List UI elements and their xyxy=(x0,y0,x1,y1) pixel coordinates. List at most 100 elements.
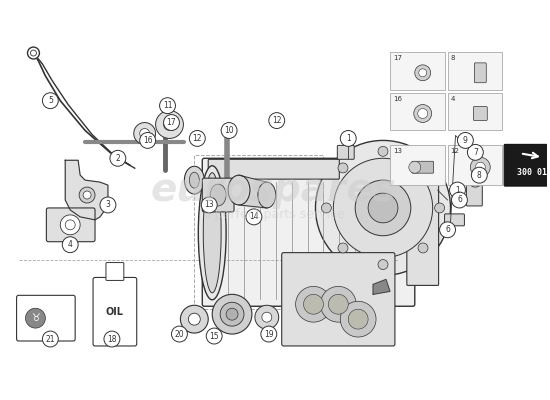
FancyBboxPatch shape xyxy=(282,253,395,346)
FancyBboxPatch shape xyxy=(202,178,234,212)
FancyBboxPatch shape xyxy=(444,214,464,226)
Text: 16: 16 xyxy=(143,136,152,145)
Bar xyxy=(448,52,502,90)
Circle shape xyxy=(156,111,183,138)
Bar xyxy=(390,145,444,185)
Text: 18: 18 xyxy=(107,334,117,344)
Circle shape xyxy=(439,222,455,238)
Circle shape xyxy=(172,326,188,342)
Text: 4: 4 xyxy=(68,240,73,249)
Circle shape xyxy=(60,215,80,235)
Ellipse shape xyxy=(228,175,250,205)
Circle shape xyxy=(470,157,490,177)
Circle shape xyxy=(458,132,474,148)
FancyBboxPatch shape xyxy=(412,161,433,173)
Circle shape xyxy=(471,167,487,183)
Text: 16: 16 xyxy=(393,96,402,102)
Circle shape xyxy=(134,122,156,144)
Circle shape xyxy=(30,50,36,56)
Circle shape xyxy=(321,286,356,322)
Circle shape xyxy=(188,313,200,325)
Circle shape xyxy=(180,305,208,333)
Circle shape xyxy=(42,331,58,347)
Circle shape xyxy=(469,173,482,187)
Circle shape xyxy=(338,243,348,253)
Circle shape xyxy=(140,128,150,138)
Circle shape xyxy=(449,182,465,198)
FancyBboxPatch shape xyxy=(407,179,438,285)
Text: 17: 17 xyxy=(393,55,402,61)
Text: 1: 1 xyxy=(455,186,460,194)
Circle shape xyxy=(295,286,331,322)
FancyBboxPatch shape xyxy=(46,208,95,242)
Circle shape xyxy=(212,294,252,334)
Circle shape xyxy=(316,140,450,276)
Text: 7: 7 xyxy=(473,148,478,157)
Bar xyxy=(448,145,502,185)
FancyBboxPatch shape xyxy=(504,144,550,186)
Ellipse shape xyxy=(204,173,221,293)
Text: 4: 4 xyxy=(450,96,455,102)
Circle shape xyxy=(28,47,40,59)
Text: 8: 8 xyxy=(450,55,455,61)
Text: 19: 19 xyxy=(264,330,273,338)
Ellipse shape xyxy=(189,172,199,188)
Circle shape xyxy=(79,187,95,203)
Circle shape xyxy=(328,294,348,314)
Circle shape xyxy=(62,237,78,253)
Circle shape xyxy=(338,163,348,173)
Circle shape xyxy=(378,146,388,156)
Text: OIL: OIL xyxy=(106,307,124,317)
Circle shape xyxy=(414,104,432,122)
Circle shape xyxy=(65,220,75,230)
Ellipse shape xyxy=(184,166,204,194)
Circle shape xyxy=(475,162,485,172)
Ellipse shape xyxy=(258,182,276,208)
Text: 9: 9 xyxy=(463,136,468,145)
Circle shape xyxy=(418,163,428,173)
Circle shape xyxy=(255,305,279,329)
Circle shape xyxy=(262,312,272,322)
Text: 13: 13 xyxy=(393,148,402,154)
Text: eurospares: eurospares xyxy=(151,171,397,209)
FancyBboxPatch shape xyxy=(93,278,137,346)
Text: 12: 12 xyxy=(272,116,282,125)
Circle shape xyxy=(468,144,483,160)
Text: 11: 11 xyxy=(163,101,172,110)
Circle shape xyxy=(206,328,222,344)
Bar xyxy=(448,93,502,130)
Text: a perfect parts service: a perfect parts service xyxy=(203,208,345,221)
Text: 17: 17 xyxy=(167,118,177,127)
Text: 2: 2 xyxy=(116,154,120,163)
Polygon shape xyxy=(373,280,390,294)
Circle shape xyxy=(348,309,368,329)
Circle shape xyxy=(269,113,285,128)
Circle shape xyxy=(104,331,120,347)
Circle shape xyxy=(355,180,411,236)
Ellipse shape xyxy=(199,166,226,300)
Circle shape xyxy=(110,150,126,166)
FancyBboxPatch shape xyxy=(208,159,339,179)
Circle shape xyxy=(378,260,388,270)
Text: 13: 13 xyxy=(205,200,214,210)
Circle shape xyxy=(83,191,91,199)
Ellipse shape xyxy=(210,184,226,206)
FancyBboxPatch shape xyxy=(474,106,487,120)
Circle shape xyxy=(201,197,217,213)
Circle shape xyxy=(418,243,428,253)
Text: 21: 21 xyxy=(46,334,55,344)
Circle shape xyxy=(261,326,277,342)
Circle shape xyxy=(163,118,175,130)
Text: 12: 12 xyxy=(192,134,202,143)
FancyBboxPatch shape xyxy=(202,158,415,306)
Circle shape xyxy=(409,161,421,173)
Polygon shape xyxy=(65,160,108,220)
FancyBboxPatch shape xyxy=(16,295,75,341)
Text: 300 01: 300 01 xyxy=(518,168,547,177)
Circle shape xyxy=(434,203,444,213)
FancyBboxPatch shape xyxy=(337,145,354,159)
Circle shape xyxy=(418,108,428,118)
Circle shape xyxy=(321,203,331,213)
Circle shape xyxy=(100,197,116,213)
Text: 20: 20 xyxy=(174,330,184,338)
